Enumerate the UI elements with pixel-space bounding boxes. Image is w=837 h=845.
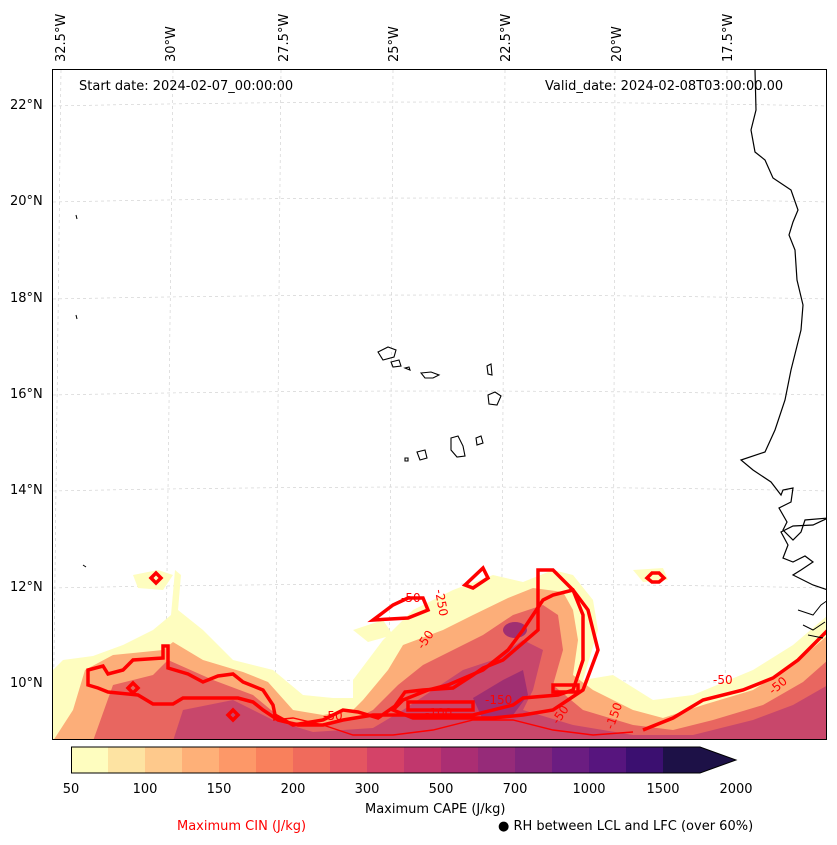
contour-label: -250 <box>432 588 451 617</box>
island-brava <box>404 457 409 462</box>
colorbar-outline <box>71 746 738 774</box>
island-maio <box>475 435 484 446</box>
colorbar-tick: 2000 <box>719 782 753 797</box>
islet-west-2 <box>75 314 78 320</box>
cape-fleck-3 <box>353 620 393 642</box>
cape-verde-islands <box>377 346 502 462</box>
contour-label: -50 <box>401 591 421 605</box>
lon-label-20w: 20°W <box>610 26 625 62</box>
cin-thin-contour <box>272 717 634 736</box>
cin-contour-bar-2 <box>551 683 580 694</box>
contour-label: -100 <box>425 706 452 720</box>
lon-label-27-5w: 27.5°W <box>277 13 292 62</box>
colorbar-tick: 200 <box>280 782 306 797</box>
cape-red-band <box>93 605 826 739</box>
lat-label-18n: 18°N <box>10 291 43 306</box>
rh-legend: ● RH between LCL and LFC (over 60%) <box>498 819 753 834</box>
colorbar-segment <box>367 747 405 773</box>
island-santo-antao <box>377 346 397 361</box>
colorbar-segment <box>552 747 590 773</box>
colorbar-segment <box>626 747 664 773</box>
colorbar-segment <box>145 747 183 773</box>
colorbar-segment <box>293 747 331 773</box>
cin-contour-central <box>389 588 600 720</box>
lon-label-25w: 25°W <box>387 26 402 62</box>
lat-label-10n: 10°N <box>10 676 43 691</box>
africa-coastline <box>739 70 826 541</box>
island-sal <box>486 363 493 376</box>
map-panel: -50 -250 -50 -150 -100 -50 -50 -50 -150 … <box>52 69 827 740</box>
colorbar-tick: 50 <box>62 782 80 797</box>
senegal-gambia-coast <box>780 518 826 590</box>
cape-colorbar <box>71 746 738 774</box>
colorbar-tick: 700 <box>502 782 528 797</box>
colorbar-tick: 100 <box>132 782 158 797</box>
cape-purple-core <box>473 670 528 720</box>
lat-label-22n: 22°N <box>10 98 43 113</box>
lon-label-22-5w: 22.5°W <box>499 13 514 62</box>
islet-west-1 <box>75 214 78 220</box>
guinea-bissau-coast <box>797 600 826 639</box>
cin-contour-islet-3 <box>125 680 141 696</box>
colorbar-tick: 300 <box>354 782 380 797</box>
island-sao-nicolau <box>419 371 441 379</box>
colorbar-segment <box>441 747 479 773</box>
colorbar-segment <box>330 747 368 773</box>
lon-label-30w: 30°W <box>164 26 179 62</box>
cin-contour-north-2 <box>461 565 491 590</box>
contour-label: -150 <box>485 693 512 707</box>
colorbar-segment <box>219 747 257 773</box>
colorbar-extend-arrow <box>700 747 736 773</box>
lat-label-14n: 14°N <box>10 483 43 498</box>
lon-label-17-5w: 17.5°W <box>721 13 736 62</box>
lat-label-16n: 16°N <box>10 387 43 402</box>
lat-label-12n: 12°N <box>10 580 43 595</box>
colorbar-tick: 1500 <box>646 782 680 797</box>
colorbar-segment <box>182 747 220 773</box>
colorbar-segment <box>71 747 109 773</box>
island-boa-vista <box>487 391 502 406</box>
cin-contour-islet-4 <box>225 707 241 723</box>
colorbar-segment <box>404 747 442 773</box>
colorbar-segment <box>663 747 701 773</box>
colorbar-tick: 1000 <box>572 782 606 797</box>
colorbar-segment <box>589 747 627 773</box>
contour-label: -50 <box>323 709 343 723</box>
colorbar-segment <box>256 747 294 773</box>
lat-label-20n: 20°N <box>10 194 43 209</box>
cin-contour-north-1 <box>367 596 431 623</box>
colorbar-segment <box>108 747 146 773</box>
cin-contour-east <box>642 629 826 732</box>
island-sao-vicente <box>390 359 402 368</box>
cin-contour-islet-2 <box>644 571 667 584</box>
cin-contour-islet-1 <box>148 570 164 586</box>
cin-contour-bar-1 <box>406 700 475 712</box>
colorbar-tick: 150 <box>206 782 232 797</box>
cin-contours <box>86 565 826 732</box>
lon-label-32-5w: 32.5°W <box>54 13 69 62</box>
island-santiago <box>450 435 466 458</box>
island-santa-luzia <box>403 366 411 371</box>
islet-west-3 <box>82 564 87 568</box>
colorbar-segment <box>515 747 553 773</box>
cin-legend-label: Maximum CIN (J/kg) <box>177 819 307 834</box>
island-fogo <box>416 449 428 461</box>
rh-legend-label: RH between LCL and LFC (over 60%) <box>513 819 754 834</box>
colorbar-label: Maximum CAPE (J/kg) <box>365 802 506 817</box>
rh-marker-icon: ● <box>498 819 510 834</box>
start-date: Start date: 2024-02-07_00:00:00 <box>79 79 294 94</box>
contour-label: -50 <box>713 673 733 687</box>
colorbar-segment <box>478 747 516 773</box>
map-canvas: -50 -250 -50 -150 -100 -50 -50 -50 -150 … <box>53 70 826 739</box>
colorbar-tick: 500 <box>428 782 454 797</box>
valid-date: Valid_date: 2024-02-08T03:00:00.00 <box>545 79 784 94</box>
